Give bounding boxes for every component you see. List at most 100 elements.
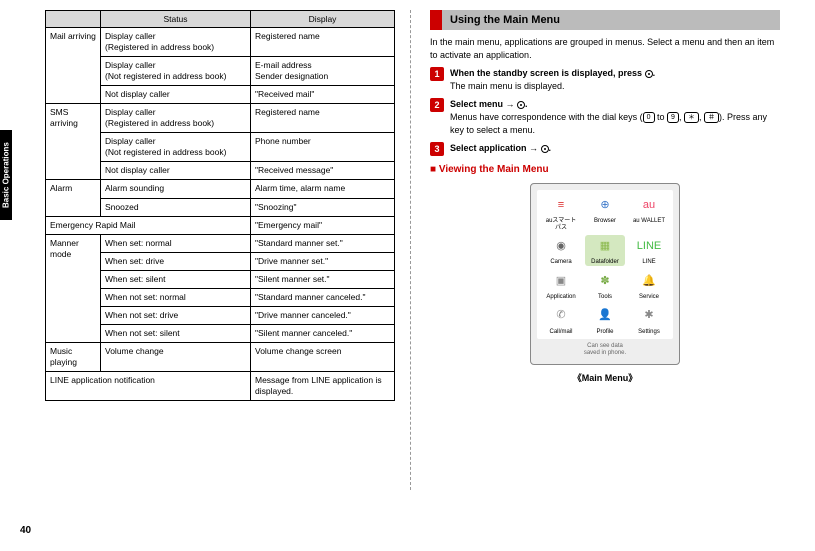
table-category-cell: Alarm (46, 180, 101, 216)
table-status-cell: Display caller(Registered in address boo… (101, 28, 251, 57)
table-display-cell: Message from LINE application is display… (251, 371, 395, 400)
app-label: LINE (629, 259, 669, 266)
app-icon: ▦Datafolder (585, 235, 625, 266)
table-status-cell: Display caller(Not registered in address… (101, 57, 251, 86)
table-status-cell: When not set: drive (101, 306, 251, 324)
app-glyph-icon: LINE (638, 235, 660, 257)
table-display-cell: Alarm time, alarm name (251, 180, 395, 198)
table-category-cell: Music playing (46, 342, 101, 371)
phone-caption: 《Main Menu》 (430, 371, 780, 384)
section-header: Using the Main Menu (430, 10, 780, 30)
sub-header: Viewing the Main Menu (430, 164, 780, 175)
intro-text: In the main menu, applications are group… (430, 36, 780, 61)
key-star: ＊ (684, 112, 699, 123)
app-glyph-icon: ▣ (550, 270, 572, 292)
table-category-cell: LINE application notification (46, 371, 251, 400)
app-glyph-icon: ✽ (594, 270, 616, 292)
table-status-cell: Snoozed (101, 198, 251, 216)
app-label: Call/mail (541, 329, 581, 336)
app-glyph-icon: ▦ (594, 235, 616, 257)
table-category-cell: Manner mode (46, 234, 101, 342)
table-display-cell: "Silent manner canceled." (251, 324, 395, 342)
table-display-cell: "Drive manner canceled." (251, 306, 395, 324)
table-display-cell: E-mail addressSender designation (251, 57, 395, 86)
app-glyph-icon: ⊕ (594, 194, 616, 216)
table-display-cell: "Standard manner set." (251, 234, 395, 252)
table-status-cell: When set: silent (101, 270, 251, 288)
key-0: 0 (643, 112, 655, 123)
table-status-cell: Display caller(Registered in address boo… (101, 104, 251, 133)
app-icon: ◉Camera (541, 235, 581, 266)
app-icon: ▣ Application (541, 270, 581, 301)
table-status-cell: When not set: silent (101, 324, 251, 342)
app-icon: au au WALLET (629, 194, 669, 231)
table-display-cell: Registered name (251, 28, 395, 57)
app-icon: 🔔 Service (629, 270, 669, 301)
table-status-cell: When set: drive (101, 252, 251, 270)
table-row: AlarmAlarm soundingAlarm time, alarm nam… (46, 180, 395, 198)
app-icon: ≡ auスマートパス (541, 194, 581, 231)
table-row: SMS arrivingDisplay caller(Registered in… (46, 104, 395, 133)
right-column: Using the Main Menu In the main menu, ap… (430, 10, 780, 384)
step-body: When the standby screen is displayed, pr… (450, 67, 655, 92)
app-icon: ✆ Call/mail (541, 305, 581, 336)
step-body: Select application → . (450, 142, 551, 156)
table-display-cell: "Drive manner set." (251, 252, 395, 270)
step: 1 When the standby screen is displayed, p… (430, 67, 780, 92)
table-display-cell: Volume change screen (251, 342, 395, 371)
app-icon: ⊕ Browser (585, 194, 625, 231)
app-glyph-icon: 🔔 (638, 270, 660, 292)
table-row: Music playingVolume changeVolume change … (46, 342, 395, 371)
table-category-cell: Mail arriving (46, 28, 101, 104)
left-column: StatusDisplay Mail arrivingDisplay calle… (45, 10, 395, 401)
app-label: auスマートパス (541, 218, 581, 231)
center-key-icon (645, 70, 653, 78)
column-divider (410, 10, 411, 490)
table-status-cell: Volume change (101, 342, 251, 371)
app-label: Browser (585, 218, 625, 225)
app-label: Profile (585, 329, 625, 336)
step: 3 Select application → . (430, 142, 780, 156)
step-number: 1 (430, 67, 444, 81)
app-label: Application (541, 294, 581, 301)
table-status-cell: Display caller(Not registered in address… (101, 133, 251, 162)
app-label: Service (629, 294, 669, 301)
app-glyph-icon: 👤 (594, 305, 616, 327)
table-row: Manner modeWhen set: normal"Standard man… (46, 234, 395, 252)
app-glyph-icon: ✆ (550, 305, 572, 327)
phone-screenshot: ≡ auスマートパス ⊕ Browser au au WALLET ◉Camera▦Data… (530, 183, 680, 364)
step-number: 3 (430, 142, 444, 156)
app-glyph-icon: au (638, 194, 660, 216)
table-display-cell: "Received mail" (251, 86, 395, 104)
table-header (46, 11, 101, 28)
app-glyph-icon: ≡ (550, 194, 572, 216)
phone-footer-text: Can see datasaved in phone. (537, 343, 673, 357)
table-category-cell: Emergency Rapid Mail (46, 216, 251, 234)
table-display-cell: "Received message" (251, 162, 395, 180)
app-label: Camera (541, 259, 581, 266)
table-display-cell: "Standard manner canceled." (251, 288, 395, 306)
table-row: Mail arrivingDisplay caller(Registered i… (46, 28, 395, 57)
app-label: Settings (629, 329, 669, 336)
table-status-cell: When not set: normal (101, 288, 251, 306)
center-key-icon (541, 145, 549, 153)
app-icon: ✱Settings (629, 305, 669, 336)
step: 2 Select menu → .Menus have correspondenc… (430, 98, 780, 136)
table-status-cell: Not display caller (101, 162, 251, 180)
app-icon: ✽Tools (585, 270, 625, 301)
table-header: Display (251, 11, 395, 28)
table-display-cell: "Snoozing" (251, 198, 395, 216)
table-status-cell: When set: normal (101, 234, 251, 252)
step-body: Select menu → .Menus have correspondence… (450, 98, 780, 136)
app-icon: LINE LINE (629, 235, 669, 266)
status-display-table: StatusDisplay Mail arrivingDisplay calle… (45, 10, 395, 401)
step-number: 2 (430, 98, 444, 112)
key-hash: ＃ (704, 112, 719, 123)
sidebar-tab: Basic Operations (0, 130, 12, 220)
app-icon: 👤 Profile (585, 305, 625, 336)
table-display-cell: Registered name (251, 104, 395, 133)
center-key-icon (517, 101, 525, 109)
table-category-cell: SMS arriving (46, 104, 101, 180)
table-display-cell: Phone number (251, 133, 395, 162)
app-label: au WALLET (629, 218, 669, 225)
